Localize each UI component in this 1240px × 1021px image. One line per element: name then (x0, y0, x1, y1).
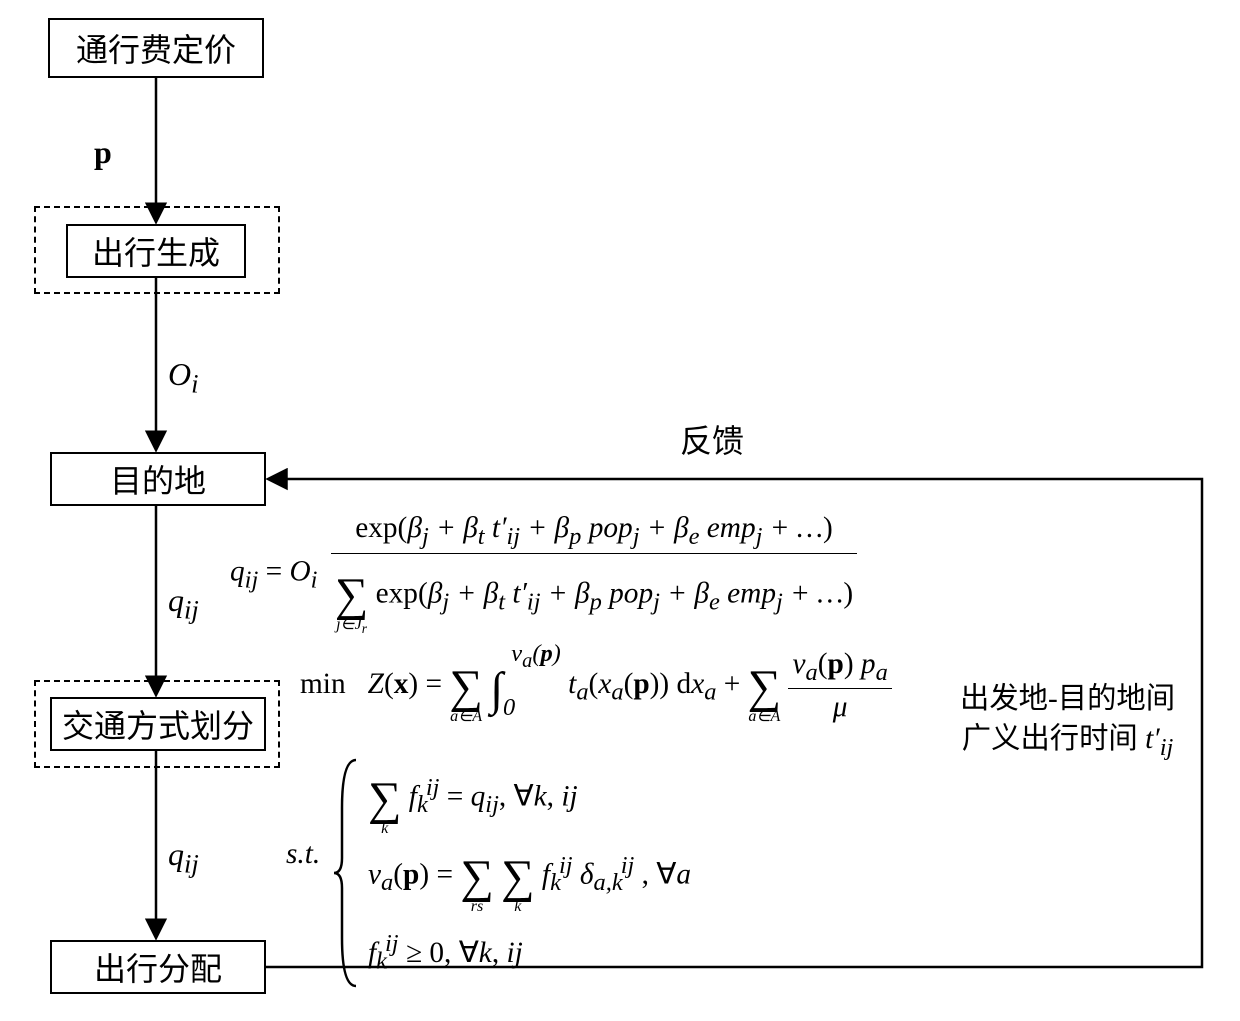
feedback-annotation: 出发地-目的地间 广义出行时间 t′ij (960, 680, 1175, 764)
edge-label-qij-2: qij (168, 836, 199, 879)
node-toll-pricing: 通行费定价 (48, 18, 264, 78)
formula-constraint-2: va(p) = ∑rs ∑k fkij δa,kij , ∀a (368, 838, 691, 915)
node-mode-split: 交通方式划分 (50, 697, 266, 751)
formula-constraint-1: ∑k fkij = qij, ∀k, ij (368, 760, 578, 837)
node-label: 通行费定价 (76, 25, 236, 71)
edge-label-Oi: Oi (168, 356, 199, 399)
node-trip-assignment: 出行分配 (50, 940, 266, 994)
formula-objective: min Z(x) = ∑a∈A ∫0va(p) ta(xa(p)) dxa + … (300, 640, 892, 725)
edge-label-p: p (94, 134, 112, 171)
node-destination: 目的地 (50, 452, 266, 506)
node-label: 出行分配 (94, 944, 222, 990)
feedback-label: 反馈 (680, 416, 744, 462)
edge-label-qij-1: qij (168, 582, 199, 625)
node-label: 目的地 (110, 456, 206, 502)
formula-constraint-3: fkij ≥ 0, ∀k, ij (368, 930, 523, 976)
node-trip-generation: 出行生成 (66, 224, 246, 278)
brace-icon (332, 758, 362, 988)
formula-logit: qij = Oi exp(βj + βt t′ij + βp popj + βe… (230, 512, 857, 636)
flowchart-canvas: 通行费定价 出行生成 目的地 交通方式划分 出行分配 p Oi qij qij … (0, 0, 1240, 1021)
node-label: 交通方式划分 (62, 701, 254, 747)
formula-st-prefix: s.t. (286, 838, 320, 871)
node-label: 出行生成 (92, 228, 220, 274)
